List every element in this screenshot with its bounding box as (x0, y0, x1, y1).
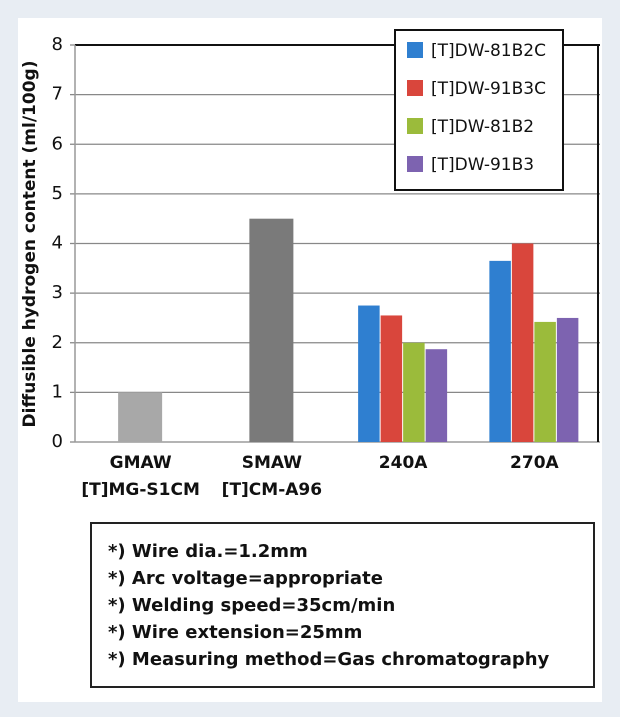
bar (380, 315, 403, 442)
y-tick-label: 6 (52, 133, 63, 154)
x-tick-label: 240A (379, 453, 428, 473)
y-tick-label: 3 (52, 282, 63, 303)
y-tick-label: 7 (52, 84, 63, 105)
notes-box: *) Wire dia.=1.2mm *) Arc voltage=appropr… (90, 522, 595, 688)
y-tick-label: 5 (52, 183, 63, 204)
note-line: *) Arc voltage=appropriate (108, 568, 383, 589)
bar (425, 349, 448, 442)
y-tick-label: 1 (52, 381, 63, 402)
bar (249, 218, 294, 442)
note-line: *) Welding speed=35cm/min (108, 595, 396, 616)
legend-label: [T]DW-91B3C (431, 79, 546, 99)
legend-label: [T]DW-91B3 (431, 155, 534, 175)
bar (118, 392, 163, 442)
bar (511, 243, 534, 442)
x-tick-label: [T]CM-A96 (222, 480, 322, 500)
legend-swatch (407, 156, 423, 172)
bar (556, 317, 579, 442)
legend-swatch (407, 42, 423, 58)
x-tick-label: GMAW (110, 453, 172, 473)
legend-label: [T]DW-81B2 (431, 117, 534, 137)
note-line: *) Wire extension=25mm (108, 622, 363, 643)
y-tick-label: 0 (52, 431, 63, 452)
x-tick-label: [T]MG-S1CM (81, 480, 200, 500)
y-axis-label: Diffusible hydrogen content (ml/100g) (20, 61, 40, 428)
legend-swatch (407, 118, 423, 134)
bar (403, 342, 425, 442)
bar (489, 260, 511, 442)
y-tick-label: 8 (52, 34, 63, 55)
note-line: *) Wire dia.=1.2mm (108, 541, 308, 562)
x-tick-label: SMAW (242, 453, 303, 473)
note-line: *) Measuring method=Gas chromatography (108, 649, 550, 670)
chart: Diffusible hydrogen content (ml/100g) 0 1… (20, 29, 600, 500)
bar (358, 305, 380, 442)
y-tick-label: 4 (52, 233, 63, 254)
legend-label: [T]DW-81B2C (431, 41, 546, 61)
y-tick-label: 2 (52, 332, 63, 353)
legend-swatch (407, 80, 423, 96)
bar (534, 321, 556, 442)
x-tick-label: 270A (510, 453, 559, 473)
